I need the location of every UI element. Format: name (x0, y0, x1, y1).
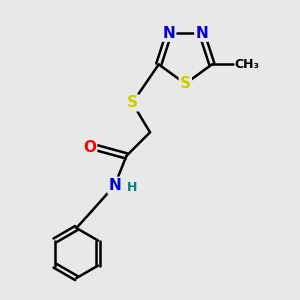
Text: H: H (127, 181, 137, 194)
Text: N: N (108, 178, 121, 193)
Text: S: S (127, 95, 138, 110)
Text: N: N (163, 26, 175, 40)
Text: N: N (195, 26, 208, 40)
Text: CH₃: CH₃ (234, 58, 259, 71)
Text: O: O (83, 140, 96, 154)
Text: S: S (180, 76, 191, 91)
